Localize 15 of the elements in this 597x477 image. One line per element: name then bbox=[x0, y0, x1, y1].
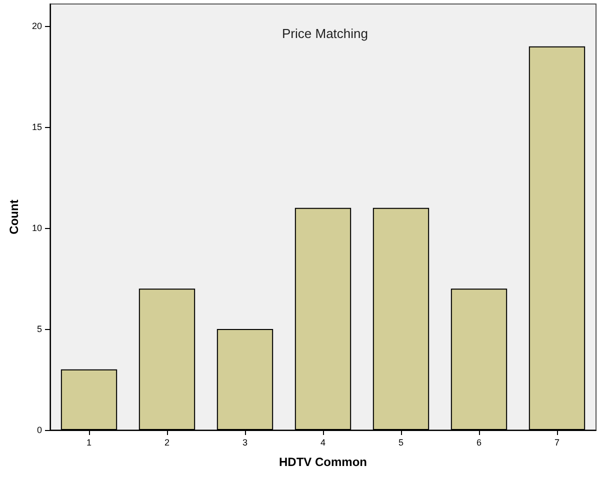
y-tick-label: 5 bbox=[36, 324, 42, 334]
x-tick-label: 6 bbox=[476, 438, 482, 448]
x-tick-label: 5 bbox=[398, 438, 404, 448]
y-tick-label: 10 bbox=[32, 223, 42, 234]
y-axis-title: Count bbox=[7, 200, 21, 234]
y-tick-label: 0 bbox=[36, 425, 42, 435]
x-tick-label: 4 bbox=[320, 438, 326, 448]
x-axis-title: HDTV Common bbox=[279, 455, 367, 469]
y-tick-label: 20 bbox=[32, 21, 42, 32]
x-tick-label: 7 bbox=[554, 438, 560, 448]
text: Price Matching bbox=[282, 26, 368, 41]
x-tick-label: 2 bbox=[164, 438, 170, 448]
x-tick-label: 3 bbox=[242, 438, 248, 448]
y-tick-label: 15 bbox=[32, 122, 42, 132]
x-tick-label: 1 bbox=[86, 438, 92, 448]
